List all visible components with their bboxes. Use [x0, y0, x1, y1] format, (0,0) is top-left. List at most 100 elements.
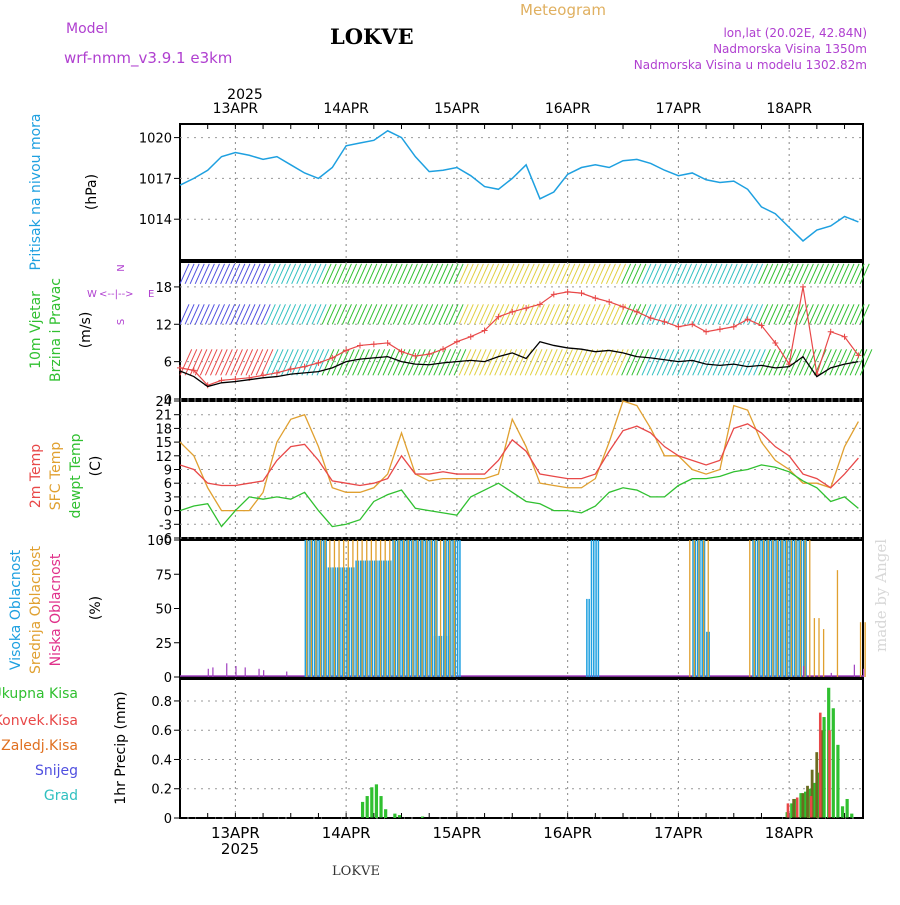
y-tick-label: 75	[155, 568, 172, 583]
wind-barb	[378, 264, 387, 284]
wind-barb	[718, 349, 730, 375]
wind-barb	[495, 264, 504, 284]
temp-ylabel-2: SFC Temp	[48, 442, 64, 511]
wind-barb	[662, 349, 674, 375]
day-label-top: 17APR	[656, 101, 702, 117]
wind-barb	[236, 304, 245, 324]
wind-barb	[566, 304, 575, 324]
wind-barb	[688, 264, 697, 284]
wind-barb	[474, 264, 483, 284]
wind-barb	[327, 349, 339, 375]
wind-barb	[348, 349, 360, 375]
mid-cloud-bar	[777, 540, 778, 677]
wind-barb	[601, 304, 610, 324]
high-cloud-bar	[351, 567, 353, 677]
wind-barb	[627, 349, 639, 375]
high-cloud-bar	[438, 636, 440, 677]
wind-barb	[642, 264, 651, 284]
mid-cloud-bar	[435, 540, 436, 677]
wind-barb	[231, 304, 240, 324]
wind-barb	[403, 304, 412, 324]
wind-barb	[754, 304, 763, 324]
wind-barb	[276, 304, 285, 324]
wind-barb	[769, 264, 778, 284]
wind-barb	[200, 264, 209, 284]
wind-barb	[307, 304, 316, 324]
wind-barb	[271, 304, 280, 324]
precip-conv-bar	[828, 730, 831, 818]
wind-barb	[307, 264, 316, 284]
wind-barb	[383, 349, 395, 375]
wind-barb	[515, 264, 524, 284]
wind-barb	[571, 264, 580, 284]
wind-barb	[332, 349, 344, 375]
day-label-top: 15APR	[434, 101, 480, 117]
wind-barb	[434, 264, 443, 284]
wind-barb	[251, 304, 260, 324]
wind-ylabel-1: 10m Vjetar	[28, 291, 44, 369]
high-cloud-bar	[402, 540, 404, 677]
wind-barb	[490, 349, 502, 375]
wind-barb	[495, 349, 507, 375]
wind-barb	[515, 304, 524, 324]
year-bottom: 2025	[221, 840, 259, 858]
wind-barb	[728, 304, 737, 324]
temp-units: (C)	[88, 456, 104, 477]
wind-barb	[794, 264, 803, 284]
wind-barb	[723, 264, 732, 284]
precip-conv-bar	[810, 796, 813, 818]
wind-barb	[703, 264, 712, 284]
wind-barb	[221, 264, 230, 284]
wind-barb	[444, 304, 453, 324]
wind-barb	[840, 304, 849, 324]
wind-barb	[561, 349, 573, 375]
mid-cloud-bar	[426, 540, 427, 677]
mid-cloud-bar	[454, 540, 455, 677]
y-tick-label: 0	[164, 671, 172, 686]
high-cloud-bar	[323, 540, 325, 677]
wind-barb	[738, 264, 747, 284]
precip-olive-bar	[792, 799, 795, 818]
high-cloud-bar	[771, 540, 773, 677]
mid-cloud-bar	[394, 540, 395, 677]
wind-barb	[683, 304, 692, 324]
wind-barb	[414, 304, 423, 324]
precip-total-bar	[832, 708, 835, 818]
wind-barb	[850, 304, 859, 324]
mid-cloud-bar	[703, 540, 704, 677]
wind-barb	[540, 304, 549, 324]
panel-frame-0	[180, 124, 863, 260]
wind-barb	[195, 349, 207, 375]
station-title: LOKVE	[330, 24, 414, 49]
watermark: made by Angel	[872, 539, 890, 652]
precip-conv-bar	[796, 798, 799, 818]
wind-barb	[297, 349, 309, 375]
wind-barb	[840, 349, 852, 375]
wind-barb	[662, 264, 671, 284]
wind-barb	[332, 304, 341, 324]
day-label-bottom: 15APR	[432, 824, 481, 842]
gust-marker	[343, 347, 349, 353]
y-tick-label: 100	[147, 534, 172, 549]
precip-total-bar	[366, 796, 369, 818]
wind-barb	[302, 264, 311, 284]
wind-barb	[205, 264, 214, 284]
precip-conv-bar	[787, 803, 790, 818]
mid-cloud-bar	[758, 540, 759, 677]
wind-barb	[728, 349, 740, 375]
wind-barb	[246, 349, 258, 375]
wind-barb	[530, 304, 539, 324]
wind-barb	[545, 304, 554, 324]
precip-total-bar	[822, 717, 825, 818]
precip-legend-4: Grad	[44, 788, 78, 804]
wind-units: (m/s)	[78, 312, 94, 349]
gust-marker	[703, 329, 709, 335]
precip-legend-3: Snijeg	[35, 763, 78, 779]
wind-barb	[378, 349, 390, 375]
wind-barb	[282, 304, 291, 324]
wind-barb	[419, 349, 431, 375]
wind-barb	[500, 264, 509, 284]
wind-barb	[561, 304, 570, 324]
y-tick-label: 18	[155, 281, 172, 296]
